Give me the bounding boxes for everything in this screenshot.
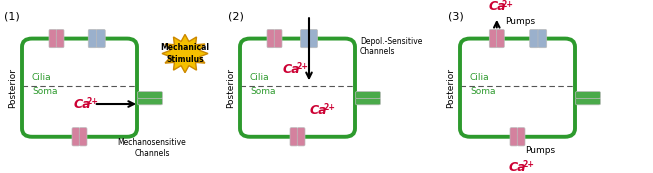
- FancyBboxPatch shape: [575, 98, 601, 105]
- FancyBboxPatch shape: [267, 29, 275, 48]
- Text: 2+: 2+: [323, 103, 335, 112]
- Text: Depol.-Sensitive
Channels: Depol.-Sensitive Channels: [360, 37, 422, 56]
- Text: (2): (2): [228, 12, 244, 22]
- FancyBboxPatch shape: [309, 29, 317, 48]
- FancyBboxPatch shape: [517, 128, 525, 146]
- Text: Pumps: Pumps: [526, 146, 556, 155]
- FancyBboxPatch shape: [355, 98, 381, 105]
- FancyBboxPatch shape: [138, 92, 163, 98]
- FancyBboxPatch shape: [538, 29, 547, 48]
- FancyBboxPatch shape: [510, 128, 518, 146]
- FancyBboxPatch shape: [72, 128, 80, 146]
- FancyBboxPatch shape: [300, 29, 310, 48]
- Text: Soma: Soma: [32, 87, 57, 96]
- Text: Ca: Ca: [310, 104, 327, 117]
- FancyBboxPatch shape: [355, 92, 381, 98]
- Polygon shape: [162, 34, 208, 73]
- FancyBboxPatch shape: [496, 29, 504, 48]
- Text: Posterior: Posterior: [447, 68, 456, 108]
- Text: (1): (1): [4, 12, 20, 22]
- Text: 2+: 2+: [522, 160, 534, 169]
- FancyBboxPatch shape: [49, 29, 57, 48]
- FancyBboxPatch shape: [489, 29, 497, 48]
- Text: 2+: 2+: [502, 0, 513, 9]
- FancyBboxPatch shape: [79, 128, 87, 146]
- Text: 2+: 2+: [296, 62, 308, 71]
- FancyBboxPatch shape: [297, 128, 305, 146]
- Text: Posterior: Posterior: [227, 68, 236, 108]
- Text: Cilia: Cilia: [250, 73, 270, 82]
- Text: Mechanosensitive
Channels: Mechanosensitive Channels: [118, 138, 186, 158]
- Text: Cilia: Cilia: [470, 73, 490, 82]
- Text: Stimulus: Stimulus: [166, 55, 204, 64]
- Text: Ca: Ca: [283, 63, 300, 76]
- FancyBboxPatch shape: [575, 92, 601, 98]
- Text: Mechanical: Mechanical: [161, 43, 210, 52]
- FancyBboxPatch shape: [290, 128, 298, 146]
- Text: Ca: Ca: [73, 98, 91, 111]
- Text: 2+: 2+: [86, 97, 99, 106]
- FancyBboxPatch shape: [138, 98, 163, 105]
- FancyBboxPatch shape: [97, 29, 105, 48]
- Text: Cilia: Cilia: [32, 73, 52, 82]
- Text: Posterior: Posterior: [8, 68, 18, 108]
- Text: Pumps: Pumps: [505, 17, 535, 26]
- FancyBboxPatch shape: [56, 29, 64, 48]
- Text: (3): (3): [448, 12, 464, 22]
- Text: Soma: Soma: [250, 87, 276, 96]
- FancyBboxPatch shape: [88, 29, 97, 48]
- FancyBboxPatch shape: [530, 29, 539, 48]
- Text: Ca: Ca: [488, 1, 505, 13]
- Text: Ca: Ca: [509, 161, 526, 173]
- FancyBboxPatch shape: [274, 29, 282, 48]
- Text: Soma: Soma: [470, 87, 496, 96]
